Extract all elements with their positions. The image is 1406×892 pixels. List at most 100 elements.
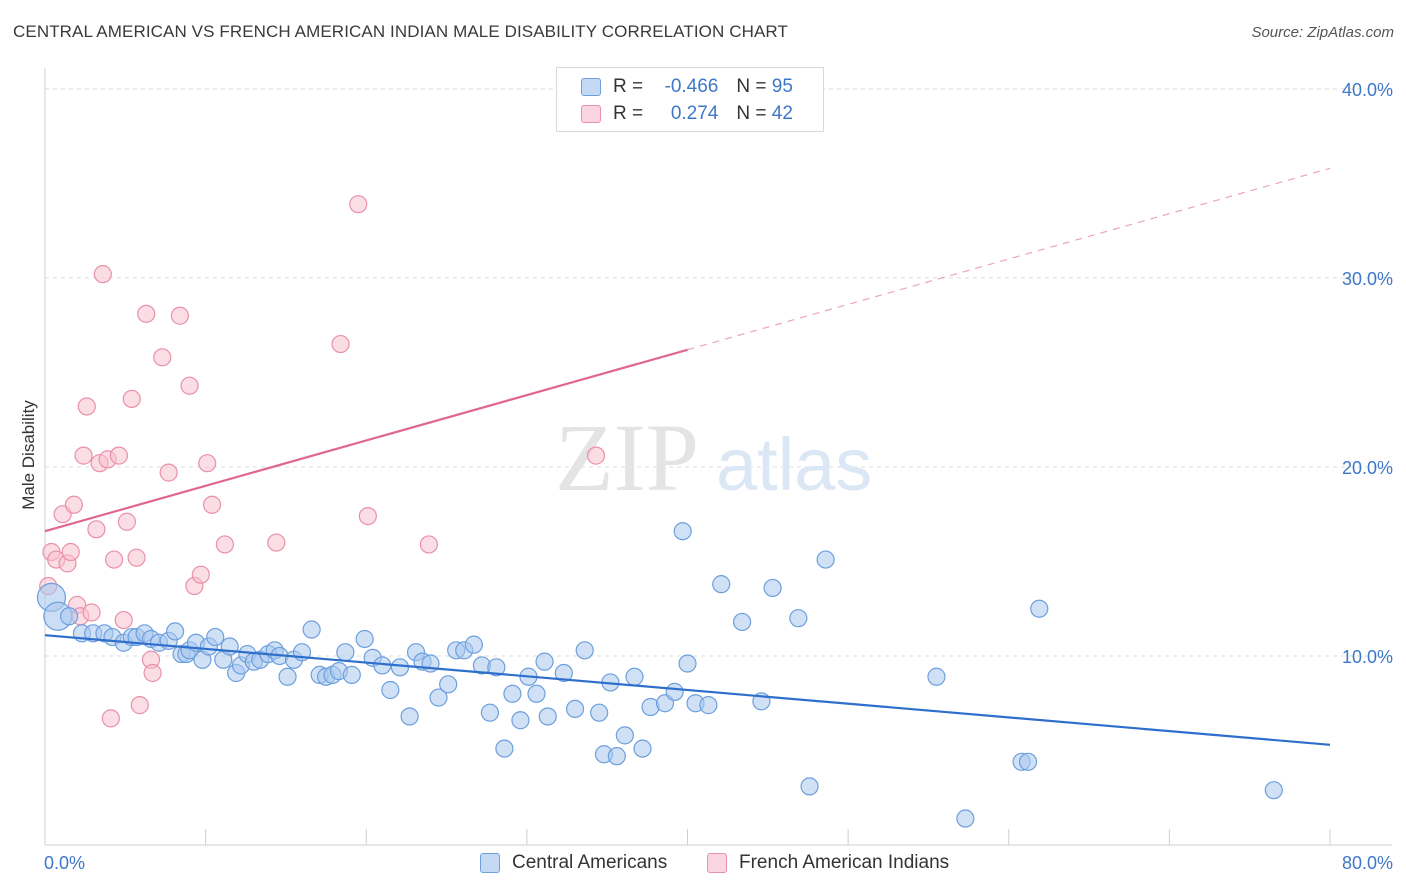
legend-swatch-pink	[707, 853, 727, 873]
data-point-central-americans	[464, 635, 483, 654]
data-point-central-americans	[480, 703, 500, 722]
legend-r-value: -0.466	[664, 76, 719, 97]
data-point-french-american-indians	[127, 548, 146, 567]
data-point-central-americans	[1018, 752, 1038, 771]
data-point-french-american-indians	[64, 495, 84, 514]
data-point-french-american-indians	[358, 506, 377, 526]
data-point-central-americans	[429, 688, 448, 707]
data-point-central-americans	[278, 667, 297, 686]
data-point-french-american-indians	[349, 195, 368, 214]
series-french-american-indians	[39, 195, 606, 728]
axes	[44, 68, 1392, 846]
data-point-french-american-indians	[143, 663, 162, 683]
legend-r-value: 0.274	[670, 103, 719, 124]
legend-swatch-blue	[480, 853, 500, 873]
data-point-central-americans	[554, 663, 573, 683]
watermark: ZIP atlas	[555, 404, 872, 511]
data-point-central-americans	[733, 612, 752, 632]
series-central-americans	[36, 522, 1283, 828]
data-point-central-americans	[336, 643, 355, 662]
data-point-central-americans	[816, 550, 835, 569]
data-point-french-american-indians	[82, 603, 101, 622]
data-point-central-americans	[166, 622, 185, 641]
data-point-french-american-indians	[101, 709, 120, 728]
data-point-central-americans	[665, 682, 684, 701]
legend-row-french-american-indians: R = 0.274 N = 42	[581, 102, 793, 126]
legend-r-label: R =	[613, 76, 649, 97]
trend-lines	[44, 167, 1331, 746]
legend-n-label: N =	[736, 103, 772, 124]
data-point-central-americans	[956, 809, 975, 828]
data-point-central-americans	[615, 726, 634, 745]
data-point-french-american-indians	[215, 535, 234, 554]
data-point-central-americans	[381, 680, 400, 700]
data-point-central-americans	[535, 652, 554, 671]
data-point-french-american-indians	[77, 397, 96, 416]
data-point-french-american-indians	[267, 533, 286, 552]
watermark-zip: ZIP	[555, 404, 699, 511]
data-point-central-americans	[1030, 599, 1049, 618]
data-point-central-americans	[590, 703, 609, 722]
data-point-french-american-indians	[202, 495, 222, 514]
data-point-french-american-indians	[191, 565, 210, 584]
data-point-central-americans	[206, 627, 225, 647]
legend-r-label: R =	[613, 103, 649, 124]
watermark-atlas: atlas	[716, 423, 872, 506]
data-point-central-americans	[800, 777, 819, 796]
data-point-french-american-indians	[180, 376, 199, 395]
x-tick-max: 80.0%	[1342, 853, 1393, 873]
trend-line-french-american-indians	[44, 348, 688, 533]
legend-swatch-pink	[581, 105, 601, 123]
data-point-central-americans	[927, 667, 946, 686]
data-point-central-americans	[59, 607, 79, 626]
legend-item-central-americans: Central Americans	[480, 852, 667, 874]
legend-n-label: N =	[736, 76, 772, 97]
data-point-central-americans	[527, 684, 546, 703]
data-point-central-americans	[342, 665, 361, 684]
data-point-french-american-indians	[198, 454, 217, 473]
data-point-central-americans	[538, 707, 557, 726]
data-point-central-americans	[565, 699, 585, 719]
data-point-central-americans	[302, 620, 321, 639]
x-tick-min: 0.0%	[44, 853, 85, 873]
data-point-french-american-indians	[331, 334, 350, 354]
data-point-french-american-indians	[117, 512, 137, 531]
data-point-central-americans	[789, 609, 808, 628]
data-point-central-americans	[511, 711, 530, 730]
y-tick-label: 30.0%	[1342, 269, 1393, 289]
data-point-french-american-indians	[74, 446, 93, 465]
data-point-central-americans	[673, 522, 692, 541]
legend-n-value: 95	[771, 76, 793, 97]
data-point-central-americans	[503, 684, 522, 703]
legend-item-french-american-indians: French American Indians	[707, 852, 949, 874]
data-point-french-american-indians	[87, 520, 106, 539]
data-point-french-american-indians	[114, 610, 133, 630]
data-point-central-americans	[487, 658, 506, 677]
grid-lines	[45, 88, 1392, 657]
data-point-central-americans	[678, 654, 697, 673]
legend-label: Central Americans	[512, 852, 668, 873]
data-point-central-americans	[607, 747, 626, 766]
data-point-french-american-indians	[104, 550, 124, 569]
data-point-central-americans	[699, 696, 718, 715]
data-point-french-american-indians	[159, 463, 178, 482]
y-tick-label: 10.0%	[1342, 647, 1393, 667]
data-point-french-american-indians	[419, 535, 438, 554]
stats-legend: R = -0.466 N = 95 R = 0.274 N = 42	[556, 67, 824, 132]
y-tick-label: 40.0%	[1342, 80, 1393, 100]
y-tick-labels: 10.0% 20.0% 30.0% 40.0%	[1342, 80, 1393, 667]
data-point-central-americans	[355, 629, 374, 649]
data-point-central-americans	[763, 578, 782, 598]
chart-title: CENTRAL AMERICAN VS FRENCH AMERICAN INDI…	[13, 22, 788, 41]
legend-swatch-blue	[581, 78, 601, 96]
data-point-french-american-indians	[153, 348, 172, 367]
data-point-central-americans	[575, 641, 594, 660]
data-point-central-americans	[712, 575, 731, 594]
data-point-french-american-indians	[170, 306, 190, 325]
data-point-central-americans	[400, 707, 419, 726]
legend-n-value: 42	[771, 103, 793, 124]
source-label: Source: ZipAtlas.com	[1251, 24, 1394, 41]
data-point-central-americans	[390, 658, 410, 677]
data-point-french-american-indians	[109, 446, 128, 465]
